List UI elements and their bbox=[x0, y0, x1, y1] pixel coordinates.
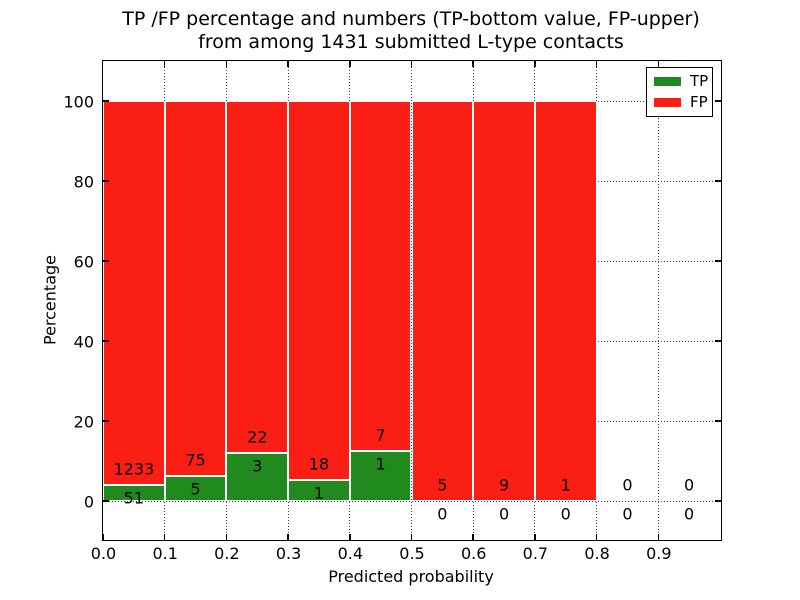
legend-item-fp: FP bbox=[654, 93, 708, 111]
v-gridline-0.8 bbox=[596, 61, 598, 540]
y-tick-mark bbox=[103, 100, 109, 102]
tp-count-label: 1 bbox=[313, 483, 325, 503]
x-tick-label: 0.5 bbox=[399, 544, 425, 563]
x-tick-mark-top bbox=[410, 61, 413, 67]
tp-count-label: 0 bbox=[498, 504, 510, 524]
fp-count-label: 5 bbox=[437, 475, 448, 495]
fp-count-label: 1 bbox=[560, 475, 571, 495]
chart-title-line2: from among 1431 submitted L-type contact… bbox=[198, 31, 624, 53]
legend: TP FP bbox=[646, 67, 713, 117]
fp-bar-segment bbox=[103, 101, 165, 486]
y-tick-mark-right bbox=[715, 180, 721, 182]
tp-bar-segment bbox=[103, 485, 165, 501]
y-tick-mark-right bbox=[715, 420, 721, 422]
x-tick-mark bbox=[349, 534, 351, 540]
x-tick-label: 0.1 bbox=[152, 544, 178, 563]
tp-count-label: 5 bbox=[190, 479, 201, 499]
legend-item-tp: TP bbox=[654, 72, 709, 90]
fp-count-label: 75 bbox=[185, 450, 206, 470]
y-tick-mark-right bbox=[715, 100, 721, 102]
y-tick-label: 100 bbox=[63, 92, 94, 111]
y-tick-mark bbox=[103, 340, 109, 342]
chart-title: TP /FP percentage and numbers (TP-bottom… bbox=[122, 8, 700, 54]
x-tick-label: 0.6 bbox=[460, 544, 487, 563]
tp-count-label: 51 bbox=[123, 488, 145, 508]
x-tick-mark bbox=[472, 534, 474, 540]
legend-label-tp: TP bbox=[690, 72, 709, 90]
y-tick-mark-right bbox=[715, 340, 721, 342]
fp-count-label: 18 bbox=[308, 454, 330, 474]
x-tick-mark-top bbox=[287, 61, 289, 67]
fp-count-label: 0 bbox=[622, 475, 633, 495]
legend-label-fp: FP bbox=[690, 93, 708, 111]
fp-count-label: 22 bbox=[247, 427, 268, 447]
x-tick-mark bbox=[287, 534, 289, 540]
tp-count-label: 3 bbox=[252, 456, 263, 476]
x-tick-mark-top bbox=[225, 61, 228, 67]
x-tick-mark-top bbox=[163, 61, 166, 67]
legend-swatch-tp bbox=[654, 77, 681, 86]
x-tick-label: 0.2 bbox=[214, 544, 240, 563]
tp-bar-segment bbox=[288, 479, 350, 501]
y-tick-mark bbox=[103, 500, 109, 502]
x-tick-mark-top bbox=[472, 61, 474, 67]
x-tick-mark bbox=[225, 534, 228, 540]
x-tick-mark bbox=[410, 534, 413, 540]
fp-count-label: 1233 bbox=[113, 459, 155, 479]
fp-count-label: 7 bbox=[375, 425, 386, 445]
h-gridline-0 bbox=[103, 500, 721, 502]
tp-count-label: 0 bbox=[622, 504, 633, 524]
fp-bar-segment bbox=[349, 101, 412, 451]
y-tick-mark-right bbox=[715, 260, 721, 262]
x-tick-mark bbox=[163, 534, 166, 540]
x-tick-mark-top bbox=[534, 61, 536, 67]
x-tick-mark bbox=[534, 534, 536, 540]
chart-title-line1: TP /FP percentage and numbers (TP-bottom… bbox=[122, 8, 700, 30]
x-tick-mark-top bbox=[349, 61, 351, 67]
plot-area: TP FP 1233 51 75 5 22 3 18 1 7 1 5 0 9 0 1 0 0 0 0 0 bbox=[102, 60, 722, 541]
x-tick-mark bbox=[595, 534, 598, 540]
tp-count-label: 0 bbox=[684, 504, 695, 524]
x-tick-label: 0.4 bbox=[337, 544, 364, 563]
x-tick-mark-top bbox=[657, 61, 660, 67]
y-tick-label: 80 bbox=[73, 172, 94, 191]
fp-bar-segment bbox=[534, 101, 597, 501]
x-tick-label: 0.9 bbox=[646, 544, 672, 563]
fp-count-label: 9 bbox=[498, 475, 510, 495]
y-tick-label: 20 bbox=[73, 412, 94, 431]
x-tick-mark bbox=[657, 534, 660, 540]
fp-bar-segment bbox=[288, 101, 350, 480]
y-tick-mark bbox=[103, 420, 109, 422]
fp-bar-segment bbox=[411, 101, 474, 501]
tp-bar-segment bbox=[226, 453, 289, 501]
y-tick-label: 40 bbox=[73, 332, 94, 351]
tp-count-label: 0 bbox=[560, 504, 571, 524]
x-tick-label: 0.3 bbox=[275, 544, 302, 563]
x-tick-label: 0.0 bbox=[90, 544, 117, 563]
fp-count-label: 0 bbox=[684, 475, 695, 495]
y-tick-label: 60 bbox=[73, 252, 94, 271]
y-tick-mark bbox=[103, 180, 109, 182]
fp-bar-segment bbox=[226, 101, 289, 453]
x-tick-label: 0.7 bbox=[522, 544, 549, 563]
x-tick-label: 0.8 bbox=[584, 544, 610, 563]
fp-bar-segment bbox=[473, 101, 535, 501]
legend-swatch-fp bbox=[654, 98, 681, 107]
x-axis-label: Predicted probability bbox=[328, 567, 494, 586]
v-gridline-0.9 bbox=[657, 61, 659, 540]
x-tick-mark-top bbox=[595, 61, 598, 67]
tp-count-label: 0 bbox=[437, 504, 448, 524]
x-tick-mark bbox=[102, 534, 104, 540]
y-tick-mark-right bbox=[715, 500, 721, 502]
y-tick-mark bbox=[103, 260, 109, 262]
y-tick-label: 0 bbox=[83, 492, 94, 511]
fp-bar-segment bbox=[164, 101, 227, 476]
tp-count-label: 1 bbox=[375, 454, 386, 474]
